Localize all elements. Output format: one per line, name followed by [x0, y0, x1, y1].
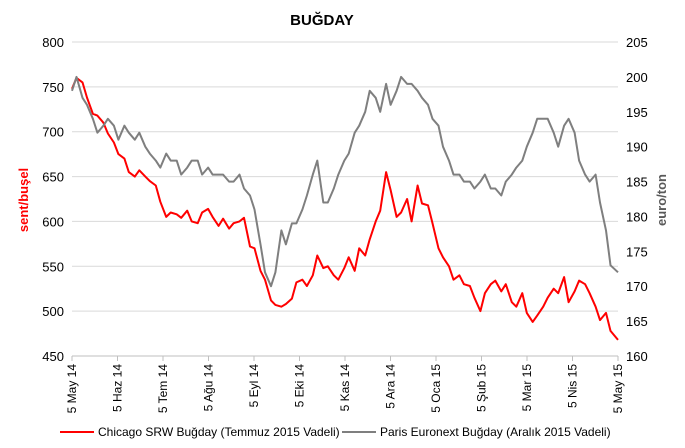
left-tick-label: 800: [42, 35, 64, 50]
x-tick-label: 5 Şub 15: [475, 364, 489, 412]
left-tick-label: 700: [42, 125, 64, 140]
series-lines: [71, 75, 619, 341]
left-tick-label: 500: [42, 304, 64, 319]
left-axis-ticks: 450 500 550 600 650 700 750 800: [42, 35, 64, 364]
series-line-chicago: [71, 76, 619, 341]
legend: Chicago SRW Buğday (Temmuz 2015 Vadeli) …: [60, 425, 611, 439]
x-tick-label: 5 Tem 14: [156, 364, 170, 413]
right-tick-label: 160: [626, 349, 648, 364]
right-tick-label: 170: [626, 279, 648, 294]
right-tick-label: 185: [626, 175, 648, 190]
x-tick-label: 5 Haz 14: [111, 364, 125, 412]
right-axis-label: euro/ton: [654, 174, 669, 226]
x-tick-label: 5 May 14: [65, 364, 79, 414]
legend-label-paris: Paris Euronext Buğday (Aralık 2015 Vadel…: [380, 425, 611, 439]
right-tick-label: 175: [626, 244, 648, 259]
right-tick-label: 195: [626, 105, 648, 120]
x-tick-label: 5 May 15: [611, 364, 625, 414]
right-tick-label: 180: [626, 209, 648, 224]
x-tick-label: 5 Ara 14: [384, 364, 398, 409]
left-tick-label: 550: [42, 259, 64, 274]
x-tick-label: 5 Mar 15: [520, 364, 534, 412]
gridlines: [72, 41, 618, 357]
left-axis-label: sent/buşel: [16, 168, 31, 232]
x-tick-label: 5 Eki 14: [293, 364, 307, 408]
x-tick-label: 5 Oca 15: [429, 364, 443, 413]
legend-label-chicago: Chicago SRW Buğday (Temmuz 2015 Vadeli): [98, 425, 340, 439]
x-axis-ticks: 5 May 14 5 Haz 14 5 Tem 14 5 Ağu 14 5 Eyl 14…: [65, 355, 625, 414]
chart-title: BUĞDAY: [290, 11, 354, 29]
left-tick-label: 650: [42, 170, 64, 185]
left-tick-label: 600: [42, 214, 64, 229]
left-tick-label: 750: [42, 80, 64, 95]
x-tick-label: 5 Ağu 14: [202, 364, 216, 412]
right-axis-ticks: 160 165 170 175 180 185 190 195 200 205: [626, 35, 648, 364]
x-tick-label: 5 Kas 14: [338, 364, 352, 412]
series-line-paris: [71, 75, 619, 288]
right-tick-label: 205: [626, 35, 648, 50]
x-tick-label: 5 Eyl 14: [247, 364, 261, 408]
left-tick-label: 450: [42, 349, 64, 364]
right-tick-label: 165: [626, 314, 648, 329]
x-tick-label: 5 Nis 15: [566, 364, 580, 408]
right-tick-label: 200: [626, 70, 648, 85]
right-tick-label: 190: [626, 140, 648, 155]
